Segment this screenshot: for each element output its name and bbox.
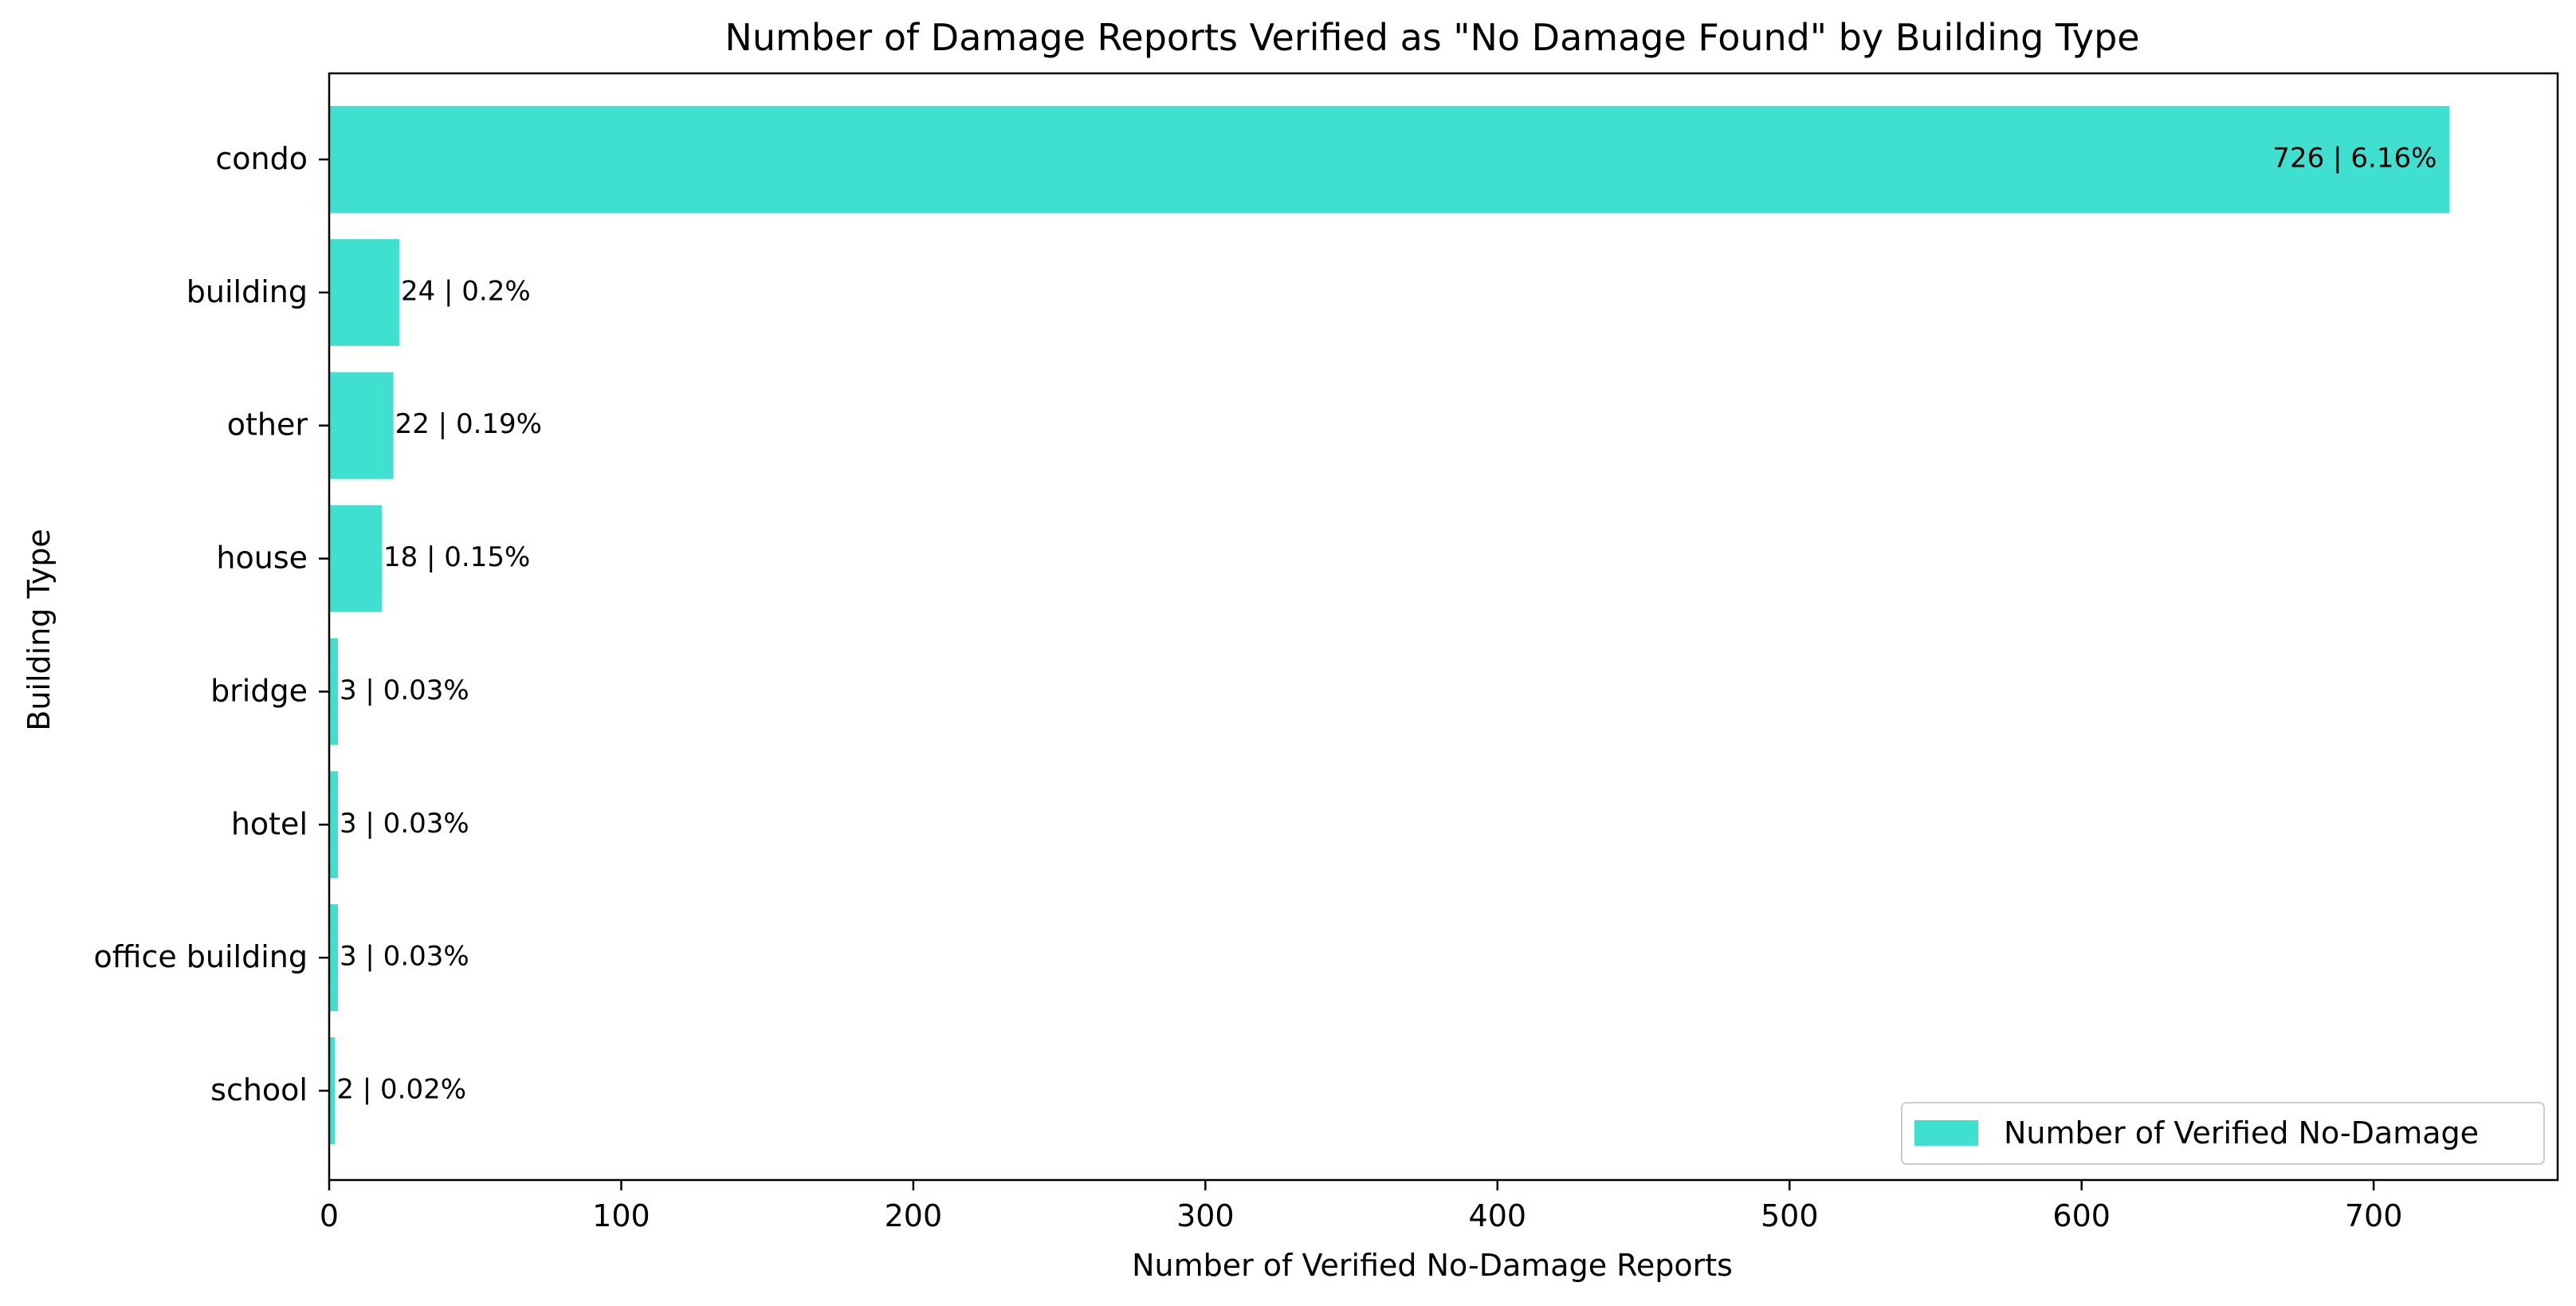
y-tick-label: school: [210, 1072, 308, 1107]
x-tick-label: 300: [1176, 1198, 1235, 1233]
bar-other: [329, 372, 394, 479]
legend-swatch: [1914, 1120, 1978, 1146]
x-axis-ticks: 0 100 200 300 400 500 600 700: [320, 1180, 2402, 1233]
bar-office-building: [329, 904, 338, 1012]
bar-value-label: 2 | 0.02%: [336, 1074, 466, 1106]
bar-condo: [329, 106, 2450, 213]
x-tick-label: 500: [1761, 1198, 1819, 1233]
x-tick-label: 600: [2052, 1198, 2111, 1233]
bar-labels-group: 726 | 6.16% 24 | 0.2% 22 | 0.19% 18 | 0.15%…: [336, 143, 2437, 1106]
bar-hotel: [329, 771, 338, 879]
y-tick-label: hotel: [231, 806, 308, 841]
y-tick-label: house: [216, 541, 308, 576]
bar-value-label: 3 | 0.03%: [340, 941, 469, 973]
x-tick-label: 100: [592, 1198, 650, 1233]
y-tick-label: office building: [93, 939, 308, 974]
y-tick-label: condo: [215, 141, 308, 176]
plot-frame: [328, 72, 2559, 1182]
x-tick-label: 700: [2345, 1198, 2403, 1233]
y-axis-label: Building Type: [22, 529, 57, 731]
bars-group: [329, 106, 2450, 1144]
chart-title: Number of Damage Reports Verified as "No…: [724, 16, 2139, 59]
y-tick-label: other: [227, 407, 308, 443]
bar-bridge: [329, 638, 338, 745]
y-tick-label: bridge: [210, 673, 308, 708]
x-tick-label: 0: [320, 1198, 339, 1233]
bar-value-label: 24 | 0.2%: [401, 275, 531, 307]
bar-building: [329, 238, 399, 346]
y-tick-label: building: [187, 274, 308, 309]
legend: Number of Verified No-Damage: [1901, 1102, 2545, 1165]
bar-value-label: 3 | 0.03%: [340, 808, 469, 840]
x-axis-label: Number of Verified No-Damage Reports: [1132, 1248, 1733, 1283]
legend-box: [1901, 1102, 2545, 1165]
legend-label: Number of Verified No-Damage: [2004, 1115, 2479, 1151]
y-axis-ticks: condo building other house bridge hotel office…: [93, 141, 329, 1107]
bar-value-label: 18 | 0.15%: [383, 541, 530, 573]
bar-value-label: 22 | 0.19%: [395, 408, 542, 440]
bar-value-label: 3 | 0.03%: [340, 675, 469, 706]
bar-school: [329, 1037, 336, 1144]
x-tick-label: 200: [885, 1198, 943, 1233]
x-tick-label: 400: [1469, 1198, 1527, 1233]
bar-value-label: 726 | 6.16%: [2272, 143, 2437, 175]
bar-house: [329, 505, 382, 612]
